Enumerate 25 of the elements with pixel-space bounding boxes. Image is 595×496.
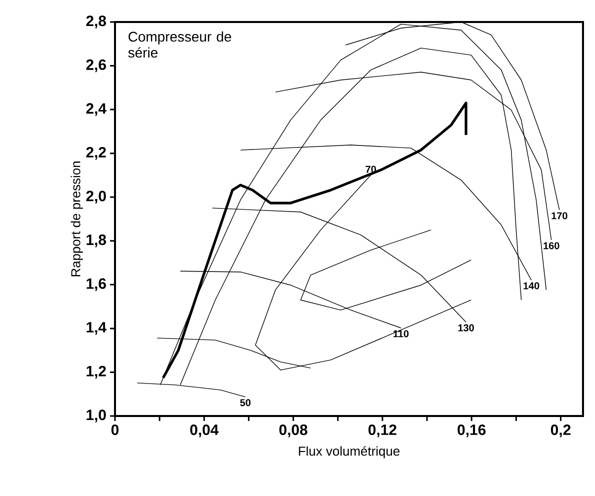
series-label: 130 xyxy=(458,324,474,332)
x-tick-label: 0,16 xyxy=(458,424,486,438)
y-tick-label: 2,2 xyxy=(86,146,106,160)
x-tick-label: 0,2 xyxy=(550,424,570,438)
series-label: 110 xyxy=(394,330,409,338)
y-tick-label: 1,8 xyxy=(86,234,106,248)
series-label: 140 xyxy=(524,282,540,290)
y-tick-label: 1,2 xyxy=(86,366,106,379)
x-axis-title: Flux volumétrique xyxy=(298,446,400,458)
x-tick-label: 0,12 xyxy=(368,424,396,438)
series-label: 50 xyxy=(240,399,251,406)
y-axis-title: Rapport de pression xyxy=(70,162,83,276)
y-tick-label: 2,6 xyxy=(86,59,106,72)
y-tick-label: 2,4 xyxy=(86,103,106,116)
y-tick-label: 1,0 xyxy=(86,410,106,422)
x-tick-label: 0 xyxy=(111,424,119,436)
series-label: 160 xyxy=(544,242,560,250)
annotation: Compresseur de série xyxy=(128,31,232,58)
y-tick-label: 2,0 xyxy=(86,190,106,204)
y-tick-label: 2,8 xyxy=(86,16,106,28)
y-tick-label: 1,6 xyxy=(86,278,106,292)
y-tick-label: 1,4 xyxy=(86,322,106,335)
x-tick-label: 0,04 xyxy=(190,424,219,438)
x-tick-label: 0,08 xyxy=(279,424,308,438)
series-label: 170 xyxy=(552,212,568,220)
